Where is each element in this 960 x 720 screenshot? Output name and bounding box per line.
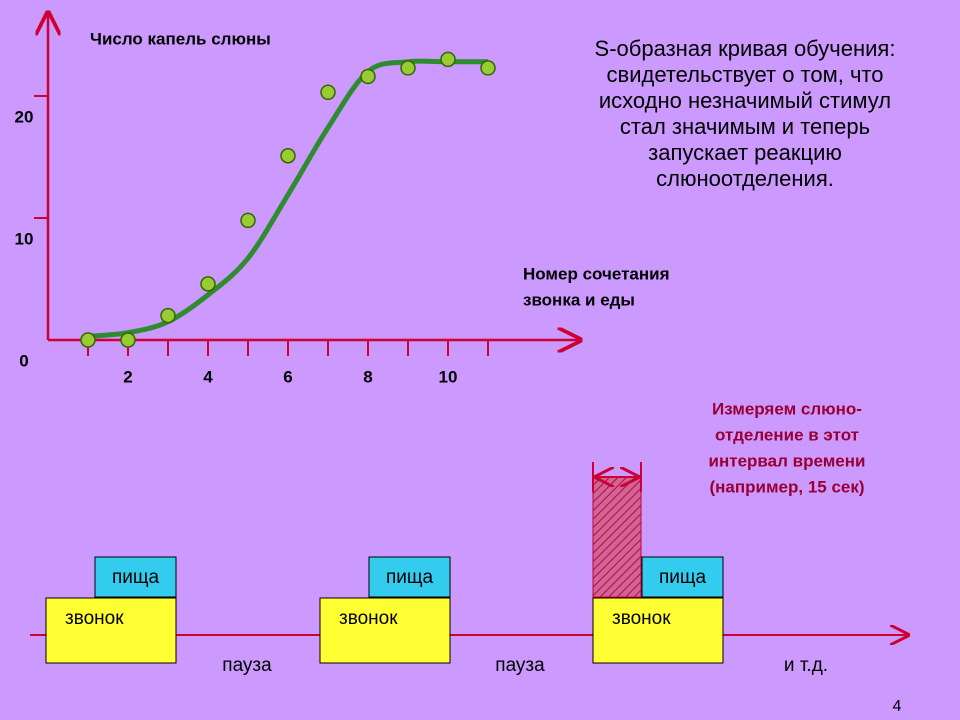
x-tick-label: 10 [439, 367, 458, 386]
food-box [368, 556, 451, 598]
food-box [641, 556, 724, 598]
page-number: 4 [893, 698, 902, 715]
description-line: свидетельствует о том, что [607, 62, 884, 87]
x-tick-label: 8 [363, 367, 372, 386]
data-point [160, 307, 176, 324]
description: S-образная кривая обучения:свидетельству… [595, 36, 896, 191]
x-tick-label: 6 [283, 367, 292, 386]
food-box [94, 556, 177, 598]
data-point [480, 60, 496, 76]
description-line: исходно незначимый стимул [599, 88, 891, 113]
annotation: Измеряем слюно-отделение в этот интервал … [709, 399, 866, 496]
bell-label: звонок [65, 608, 124, 629]
description-line: запускает реакцию [648, 140, 842, 165]
bell-box [592, 597, 724, 664]
data-point [240, 212, 256, 229]
food-label: пища [112, 567, 160, 588]
data-point [280, 148, 296, 164]
description-line: стал значимым и теперь [620, 114, 870, 139]
description-line: слюноотделения. [656, 166, 834, 191]
annotation-line: Измеряем слюно- [712, 399, 862, 418]
bell-box [319, 597, 451, 664]
annotation-line: (например, 15 сек) [709, 477, 864, 496]
bell-label: звонок [339, 608, 398, 629]
y-tick-label: 10 [15, 229, 34, 248]
data-point [80, 332, 96, 348]
x-tick-label: 4 [203, 367, 213, 386]
food-label: пища [386, 567, 434, 588]
gap-label: и т.д. [784, 655, 828, 676]
bell-box [45, 597, 177, 664]
y-axis-title: Число капель слюны [90, 29, 271, 48]
bell-label: звонок [612, 608, 671, 629]
data-point [200, 276, 216, 292]
annotation-line: отделение в этот [715, 425, 859, 444]
timeline: пища звонок пища звонок пища звонок пауза пауза… [45, 556, 828, 676]
food-label: пища [659, 567, 707, 588]
data-point [320, 84, 336, 101]
gap-label: пауза [222, 655, 272, 676]
description-line: S-образная кривая обучения: [595, 36, 896, 61]
measure-interval [592, 476, 642, 598]
fit-curve [87, 58, 488, 339]
x-axis-title: Номер сочетания [523, 264, 670, 283]
x-axis-title: звонка и еды [523, 290, 635, 309]
data-point [360, 68, 376, 85]
data-point [400, 60, 416, 76]
data-point [120, 332, 136, 348]
annotation-line: интервал времени [709, 451, 866, 470]
x-tick-label: 2 [123, 367, 132, 386]
data-point [440, 51, 456, 68]
gap-label: пауза [495, 655, 545, 676]
y-tick-label: 20 [15, 107, 34, 126]
y-tick-label: 0 [19, 351, 28, 370]
